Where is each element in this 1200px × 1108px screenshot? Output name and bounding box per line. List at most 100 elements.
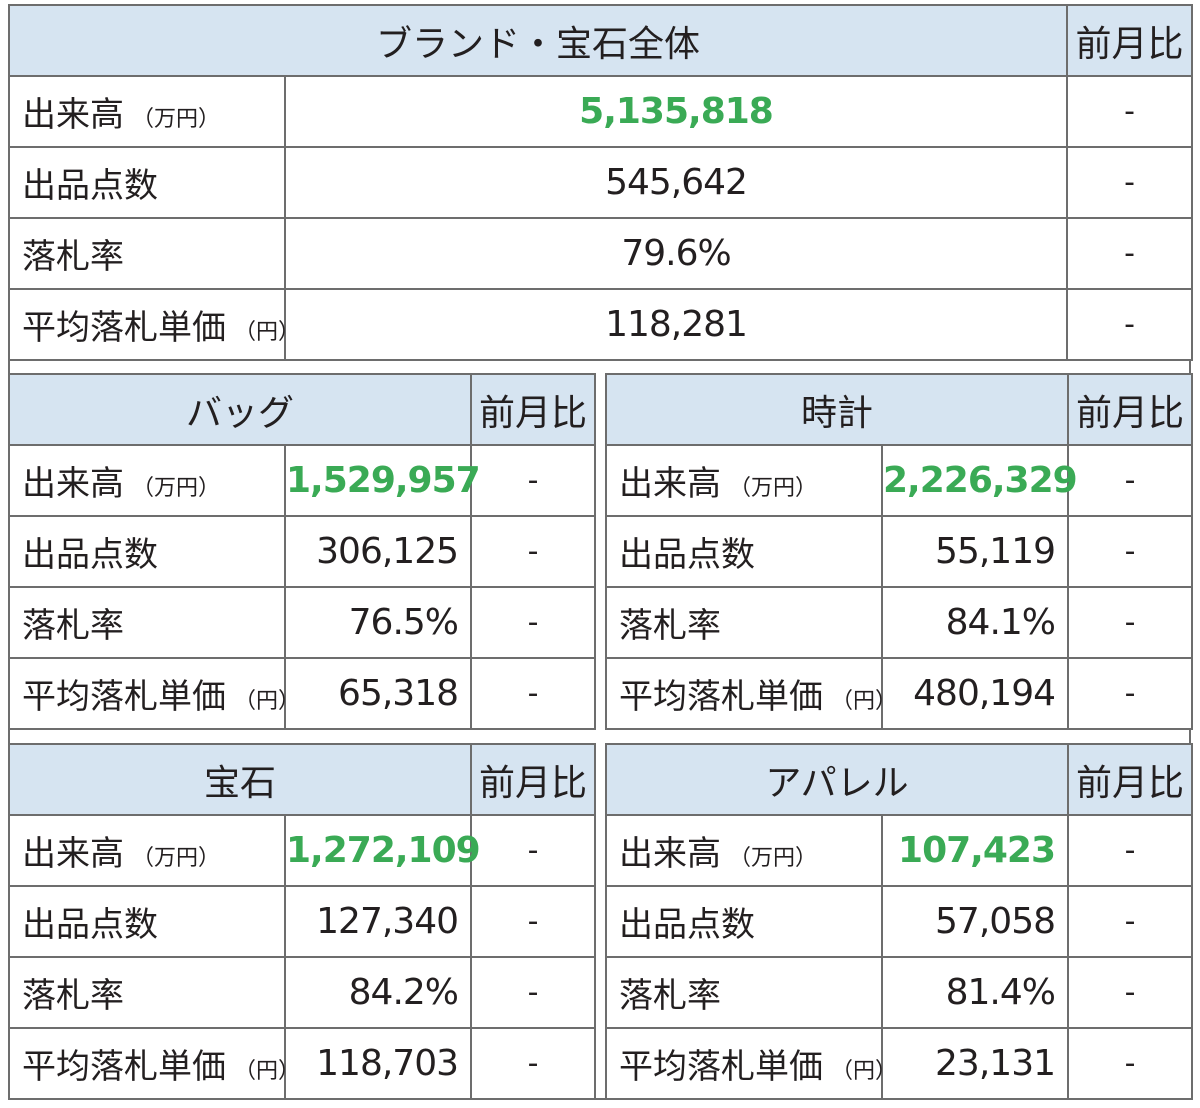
row-unit: （円） (831, 1059, 898, 1084)
row-label: 出品点数 (619, 905, 755, 945)
row-label: 出品点数 (619, 535, 755, 575)
row-unit: （円） (234, 320, 301, 345)
change-header: 前月比 (1067, 373, 1194, 446)
row-change: - (1067, 444, 1194, 517)
row-change: - (1067, 885, 1193, 958)
row-value: 76.5% (283, 586, 473, 659)
table-row: 出品点数 55,119 - (605, 515, 1194, 588)
row-change: - (470, 657, 597, 730)
row-unit: （万円） (132, 476, 221, 501)
row-label: 落札率 (619, 606, 721, 646)
table-row: 出品点数 545,642 - (8, 146, 1194, 219)
category-title: 時計 (604, 373, 1070, 446)
table-row: 出来高 （万円） 107,423 - (605, 814, 1193, 887)
row-label: 出品点数 (22, 166, 158, 206)
table-row: 出来高 （万円） 1,272,109 - (8, 814, 597, 887)
row-label: 平均落札単価 (22, 1047, 226, 1087)
row-label: 平均落札単価 (619, 677, 823, 717)
category-header-row: アパレル 前月比 (605, 743, 1193, 816)
row-value: 107,423 (881, 814, 1069, 887)
row-unit: （万円） (729, 476, 818, 501)
change-header: 前月比 (470, 373, 597, 446)
category-header-row: 宝石 前月比 (7, 743, 597, 816)
row-change: - (470, 1027, 597, 1100)
row-label: 平均落札単価 (22, 308, 226, 348)
row-label: 落札率 (22, 976, 124, 1016)
row-value: 2,226,329 (880, 444, 1078, 517)
category-title: アパレル (605, 743, 1069, 816)
row-unit: （円） (831, 689, 898, 714)
row-value: 1,529,957 (283, 444, 481, 517)
row-unit: （円） (234, 1059, 301, 1084)
category-table: バッグ 前月比 出来高 （万円） 1,529,957 - 出品点数 306,125… (7, 373, 597, 730)
row-label: 落札率 (22, 606, 124, 646)
row-label: 出来高 (22, 95, 124, 135)
row-unit: （円） (234, 689, 301, 714)
change-header: 前月比 (1067, 743, 1193, 816)
row-label: 平均落札単価 (619, 1047, 823, 1087)
row-value: 1,272,109 (283, 814, 481, 887)
table-row: 落札率 84.1% - (605, 586, 1194, 659)
row-label: 出来高 (619, 834, 721, 874)
row-change: - (1067, 814, 1193, 887)
row-label: 出来高 (619, 464, 721, 504)
row-change: - (1067, 586, 1194, 659)
row-value: 84.1% (880, 586, 1070, 659)
row-change: - (1067, 956, 1193, 1029)
row-value: 57,058 (881, 885, 1069, 958)
row-label: 落札率 (22, 237, 124, 277)
row-unit: （万円） (729, 846, 818, 871)
row-change: - (470, 814, 597, 887)
category-header-row: バッグ 前月比 (7, 373, 597, 446)
table-row: 出品点数 57,058 - (605, 885, 1193, 958)
table-row: 出来高 （万円） 5,135,818 - (8, 75, 1194, 148)
row-label: 出来高 (22, 834, 124, 874)
table-row: 落札率 84.2% - (8, 956, 597, 1029)
row-value: 306,125 (283, 515, 473, 588)
row-change: - (470, 444, 597, 517)
row-change: - (1066, 288, 1194, 361)
category-header-row: 時計 前月比 (604, 373, 1194, 446)
row-value: 55,119 (880, 515, 1070, 588)
change-header: 前月比 (470, 743, 597, 816)
row-value: 480,194 (880, 657, 1070, 730)
table-row: 落札率 76.5% - (8, 586, 597, 659)
row-unit: （万円） (132, 107, 221, 132)
overall-table: ブランド・宝石全体 前月比 出来高 （万円） 5,135,818 - 出品点数 5… (7, 4, 1194, 361)
row-unit: （万円） (132, 846, 221, 871)
change-header: 前月比 (1066, 4, 1194, 77)
table-row: 平均落札単価 （円） 480,194 - (605, 657, 1194, 730)
row-value: 84.2% (283, 956, 473, 1029)
category-title: 宝石 (7, 743, 473, 816)
table-row: 出来高 （万円） 1,529,957 - (8, 444, 597, 517)
table-row: 出品点数 306,125 - (8, 515, 597, 588)
table-row: 平均落札単価 （円） 23,131 - (605, 1027, 1193, 1100)
table-row: 出品点数 127,340 - (8, 885, 597, 958)
overall-header-row: ブランド・宝石全体 前月比 (7, 4, 1194, 77)
table-row: 落札率 81.4% - (605, 956, 1193, 1029)
row-change: - (1067, 657, 1194, 730)
row-change: - (1067, 1027, 1193, 1100)
row-value: 118,281 (283, 288, 1069, 361)
category-table: 宝石 前月比 出来高 （万円） 1,272,109 - 出品点数 127,340 … (7, 743, 597, 1100)
row-label: 平均落札単価 (22, 677, 226, 717)
row-change: - (1066, 146, 1194, 219)
row-value: 118,703 (283, 1027, 473, 1100)
row-value: 127,340 (283, 885, 473, 958)
table-row: 平均落札単価 （円） 118,281 - (8, 288, 1194, 361)
row-change: - (470, 515, 597, 588)
row-change: - (1066, 217, 1194, 290)
row-value: 23,131 (881, 1027, 1069, 1100)
row-label: 出品点数 (22, 905, 158, 945)
row-change: - (470, 956, 597, 1029)
table-row: 平均落札単価 （円） 65,318 - (8, 657, 597, 730)
category-table: 時計 前月比 出来高 （万円） 2,226,329 - 出品点数 55,119 -… (604, 373, 1194, 730)
table-row: 出来高 （万円） 2,226,329 - (605, 444, 1194, 517)
row-change: - (1067, 515, 1194, 588)
row-value: 79.6% (283, 217, 1069, 290)
row-change: - (470, 885, 597, 958)
category-title: バッグ (7, 373, 473, 446)
row-label: 出品点数 (22, 535, 158, 575)
row-change: - (470, 586, 597, 659)
row-value: 545,642 (283, 146, 1069, 219)
